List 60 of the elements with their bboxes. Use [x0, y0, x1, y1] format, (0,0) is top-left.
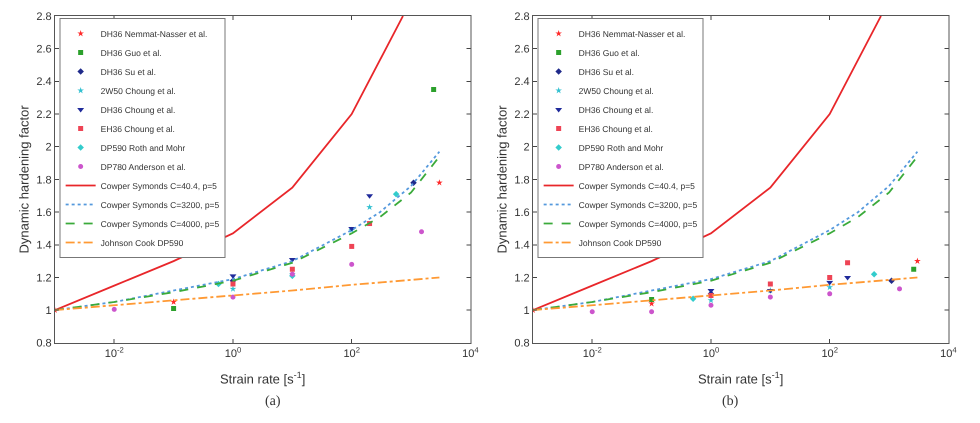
- legend-label: EH36 Choung et al.: [100, 124, 175, 134]
- legend-label: Johnson Cook DP590: [578, 238, 662, 248]
- x-tick-label: 10$^{0}$: [702, 345, 720, 360]
- text: (a): [265, 394, 281, 409]
- y-tick-label: 1: [46, 304, 52, 317]
- y-tick-label: 1.6: [36, 206, 52, 219]
- legend-label: Cowper Symonds C=40.4, p=5: [100, 180, 218, 191]
- y-tick-label: 2.4: [514, 76, 530, 88]
- y-axis-title: Dynamic hardening factor: [494, 104, 510, 254]
- x-axis-title: Strain rate [s$^{-1}$]: [698, 370, 784, 387]
- y-tick-label: 1.2: [514, 272, 530, 284]
- legend-label: DH36 Nemmat-Nasser et al.: [100, 28, 208, 39]
- x-tick-label: 10$^{2}$: [821, 345, 838, 360]
- text: (b): [722, 394, 739, 409]
- y-tick-label: 1.8: [36, 174, 52, 186]
- legend-label: DP590 Roth and Mohr: [100, 142, 186, 153]
- y-tick-label: 1: [524, 304, 530, 317]
- legend-label: Cowper Symonds C=3200, p=5: [578, 200, 698, 210]
- y-tick-label: 1.8: [514, 174, 530, 186]
- y-tick-label: 2.6: [514, 44, 530, 56]
- legend-label: DH36 Guo et al.: [578, 48, 640, 58]
- legend-label: Cowper Symonds C=4000, p=5: [578, 218, 698, 229]
- x-axis-title: Strain rate [s$^{-1}$]: [220, 370, 306, 387]
- legend-label: DP780 Anderson et al.: [578, 162, 664, 172]
- legend-label: 2W50 Choung et al.: [578, 86, 654, 96]
- legend-label: Johnson Cook DP590: [100, 238, 184, 248]
- y-tick-label: 0.8: [36, 338, 52, 350]
- y-tick-label: 1.6: [514, 206, 530, 219]
- legend-label: 2W50 Choung et al.: [100, 86, 176, 96]
- legend-label: Cowper Symonds C=40.4, p=5: [578, 180, 696, 191]
- x-tick-label: 10$^{-2}$: [104, 345, 124, 360]
- legend-label: DH36 Su et al.: [100, 66, 156, 77]
- y-tick-label: 2.4: [36, 76, 52, 88]
- y-tick-label: 2: [524, 142, 530, 154]
- legend-label: DH36 Guo et al.: [100, 48, 162, 58]
- y-tick-label: 1.2: [36, 272, 52, 284]
- y-tick-label: 2.2: [514, 108, 530, 121]
- y-tick-label: 0.8: [514, 338, 530, 350]
- x-tick-label: 10$^{0}$: [224, 345, 242, 360]
- y-tick-label: 2: [46, 142, 52, 154]
- legend-label: DH36 Choung et al.: [578, 104, 654, 115]
- x-tick-label: 10$^{-2}$: [582, 345, 602, 360]
- legend-label: DH36 Choung et al.: [100, 104, 176, 115]
- x-tick-label: 10$^{2}$: [343, 345, 360, 360]
- y-tick-label: 2.8: [514, 10, 530, 23]
- y-tick-label: 1.4: [514, 240, 530, 252]
- y-tick-label: 1.4: [36, 240, 52, 252]
- x-tick-label: 10$^{4}$: [940, 345, 958, 360]
- y-tick-label: 2.2: [36, 108, 52, 121]
- legend-label: DP780 Anderson et al.: [100, 162, 186, 172]
- legend-label: Cowper Symonds C=4000, p=5: [100, 218, 220, 229]
- y-axis-title: Dynamic hardening factor: [16, 104, 32, 254]
- y-tick-label: 2.6: [36, 44, 52, 56]
- legend-label: DH36 Nemmat-Nasser et al.: [578, 28, 686, 39]
- legend-label: EH36 Choung et al.: [578, 124, 653, 134]
- y-tick-label: 2.8: [36, 10, 52, 23]
- legend-label: DH36 Su et al.: [578, 66, 634, 77]
- x-tick-label: 10$^{4}$: [462, 345, 480, 360]
- legend-label: Cowper Symonds C=3200, p=5: [100, 200, 220, 210]
- legend-label: DP590 Roth and Mohr: [578, 142, 664, 153]
